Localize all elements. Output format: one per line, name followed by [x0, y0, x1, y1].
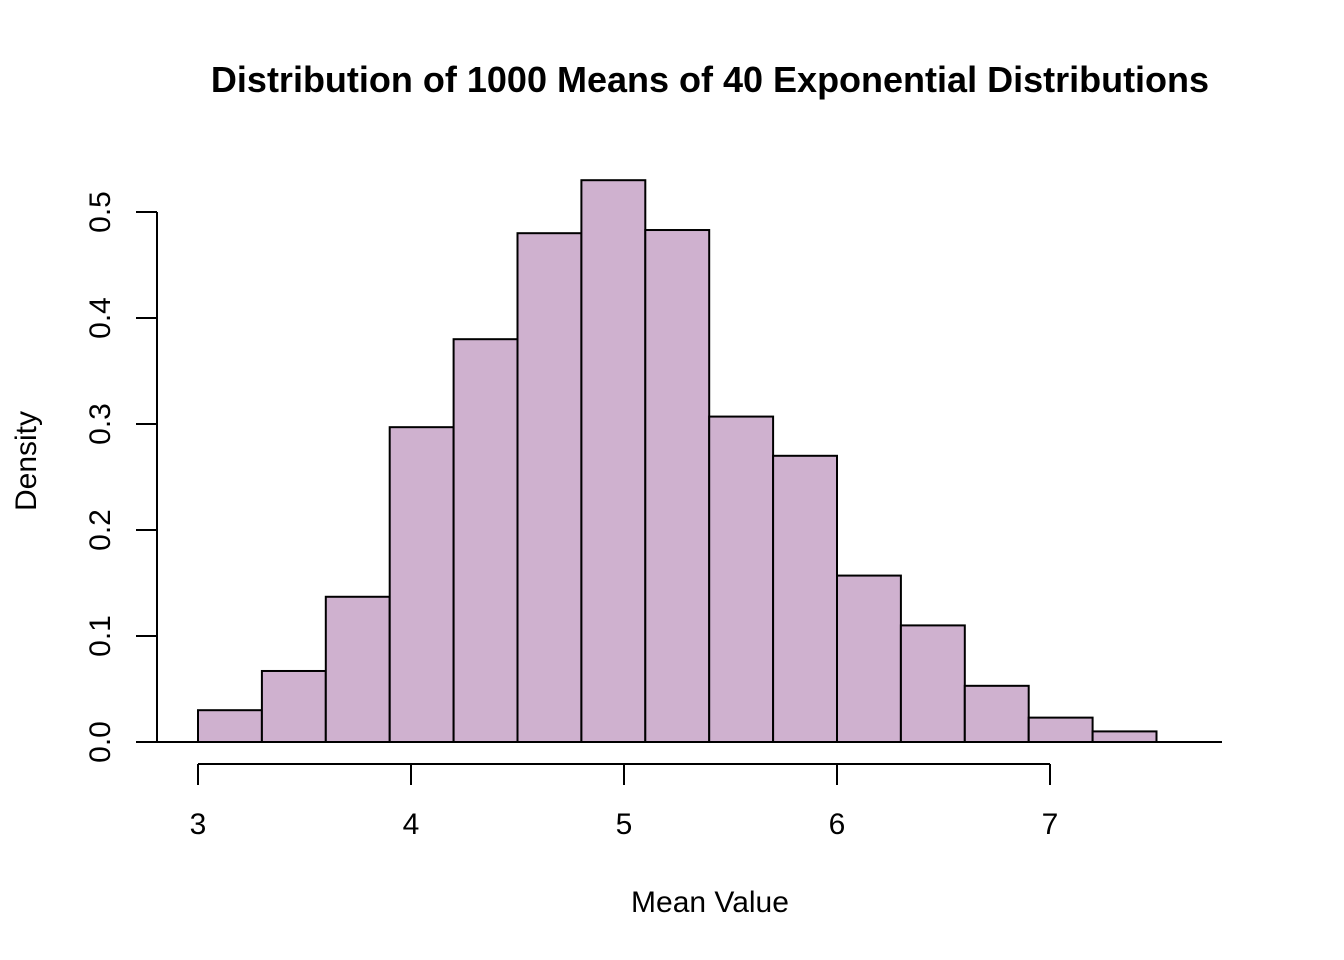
histogram-bar-4	[388, 426, 455, 743]
histogram-bar-7	[580, 179, 647, 743]
y-axis-label: Density	[10, 411, 43, 511]
histogram-bar-5	[452, 338, 519, 743]
histogram-bar-1	[197, 709, 263, 744]
y-tick-label: 0.5	[84, 191, 117, 233]
x-tick-label: 3	[190, 808, 207, 841]
histogram-bar-15	[1091, 730, 1158, 744]
histogram-bar-10	[772, 454, 838, 743]
x-tick-label: 5	[616, 808, 633, 841]
histogram-bar-6	[516, 232, 583, 743]
histogram-bar-3	[324, 595, 391, 744]
y-axis: 0.0 0.1 0.2 0.3 0.4 0.5	[84, 191, 158, 763]
histogram-bar-12	[899, 624, 966, 744]
histogram-bar-11	[836, 574, 902, 744]
x-axis-label: Mean Value	[631, 886, 789, 919]
histogram-bar-9	[708, 415, 775, 743]
x-tick-label: 6	[829, 808, 846, 841]
y-tick-label: 0.1	[84, 615, 117, 657]
x-axis: 3 4 5 6 7	[190, 763, 1059, 841]
y-tick-label: 0.4	[84, 297, 117, 339]
histogram-bar-8	[644, 229, 711, 744]
y-tick-label: 0.3	[84, 403, 117, 445]
histogram-bar-13	[963, 684, 1030, 744]
x-tick-label: 7	[1042, 808, 1059, 841]
histogram-bar-14	[1027, 716, 1094, 743]
y-tick-label: 0.0	[84, 721, 117, 763]
y-tick-label: 0.2	[84, 509, 117, 551]
histogram-bars	[197, 179, 1158, 744]
histogram-bar-2	[260, 669, 327, 743]
x-tick-label: 4	[403, 808, 420, 841]
chart-title: Distribution of 1000 Means of 40 Exponen…	[211, 59, 1209, 100]
